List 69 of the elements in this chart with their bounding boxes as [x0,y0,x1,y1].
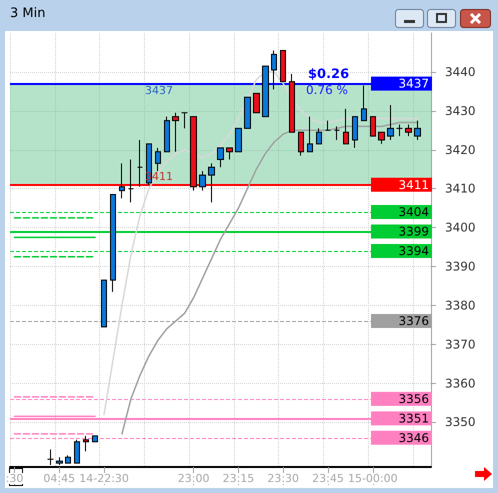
candlestick [164,116,170,152]
candlestick [343,108,349,144]
x-tick-label: 14-22:30 [79,472,129,485]
ref-line-label: 3351 [398,411,429,426]
candlestick [361,85,367,122]
candlestick [110,194,116,292]
y-tick-label: 3390 [445,260,476,274]
candlestick [217,147,224,168]
candlestick [253,92,260,114]
candlestick [325,120,331,131]
y-tick-label: 3440 [445,64,476,79]
ref-line-label: 3394 [398,244,429,258]
ref-line-label: 3437 [398,76,429,91]
candlestick [137,140,143,188]
ref-line-label: 3346 [398,430,429,445]
x-tick-label: 23:30 [267,472,300,485]
x-tick-label: 23:00 [178,472,210,485]
candlestick [307,116,313,152]
candlestick [119,162,125,199]
candlestick [271,50,277,90]
candlestick [208,162,215,203]
candlestick [387,104,394,141]
candlestick [316,128,322,144]
ref-line-label: 3399 [398,224,429,239]
y-tick-label: 3370 [445,337,476,352]
candlestick [370,116,376,137]
y-tick-label: 3360 [445,376,476,390]
candlestick [199,170,206,192]
candlestick [289,73,295,133]
candlestick [92,435,98,442]
candlestick [190,116,197,192]
candlestick [405,124,412,137]
candlestick [298,132,304,156]
candlestick [235,128,242,152]
candlestick [155,147,161,172]
candlestick [181,112,188,129]
candlestick [226,147,233,160]
chart-title: 3 Min [10,6,46,21]
x-tick-label: 23:45 [312,472,344,485]
y-tick-label: 3400 [445,220,476,235]
x-tick-label: 15-00:00 [348,472,398,485]
ref-line-label: 3356 [398,392,429,406]
candlestick [262,66,269,118]
candlestick [396,124,403,137]
y-tick-label: 3430 [445,104,476,118]
candlestick [101,280,107,328]
candlestick [378,132,385,144]
annotation: $0.26 [308,67,350,82]
candlestick [352,116,358,148]
ref-line-label: 3404 [398,205,429,220]
candlestick [83,435,89,452]
y-tick-label: 3350 [445,415,476,430]
annotation: 0.76 % [306,83,348,97]
candlestick [414,120,421,141]
candlestick [172,112,179,152]
y-tick-label: 3380 [445,298,476,312]
candlestick [334,126,340,141]
candlestick [74,439,80,464]
candlestick [128,159,134,203]
annotation: 3437 [145,84,173,97]
ref-line-label: 3376 [398,314,429,328]
y-tick-label: 3410 [445,182,476,196]
candlestick [280,50,286,82]
x-tick-label: 04:45 [43,472,76,485]
ref-line-label: 3411 [398,178,429,192]
candlestick [244,96,251,129]
candlestick [65,454,71,464]
x-tick-label: 23:15 [222,472,254,485]
y-tick-label: 3420 [445,142,476,157]
